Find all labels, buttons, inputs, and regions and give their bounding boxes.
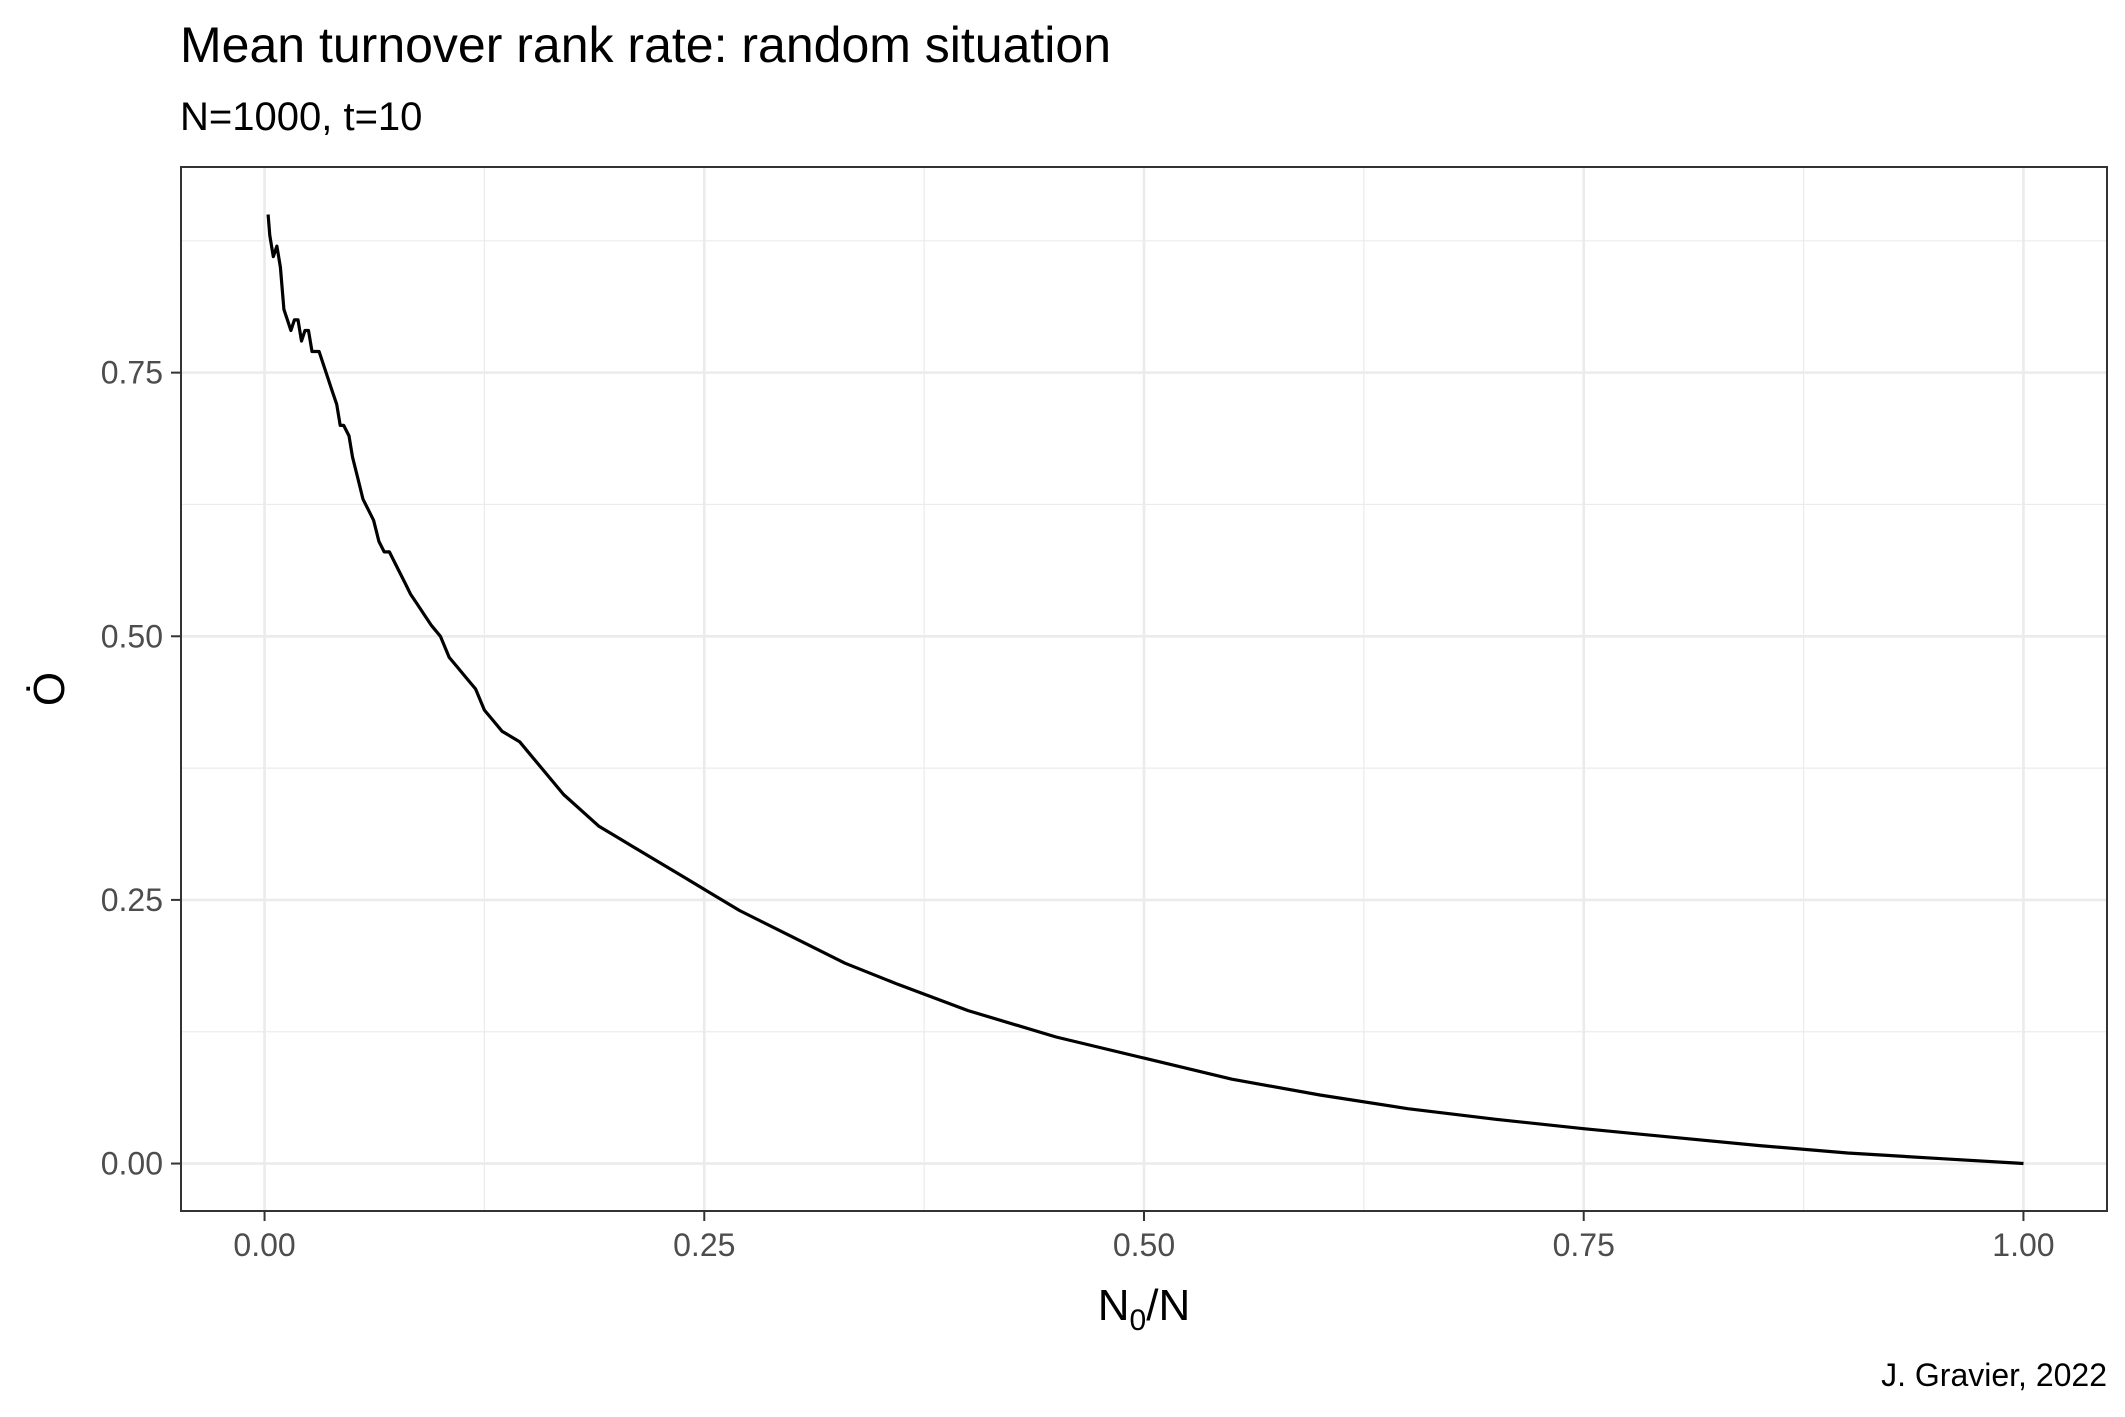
x-tick-label: 0.00 [233, 1227, 295, 1263]
x-axis-ticks: 0.00 0.25 0.50 0.75 1.00 [233, 1211, 2055, 1263]
x-tick-label: 1.00 [1992, 1227, 2054, 1263]
x-tick-label: 0.50 [1113, 1227, 1175, 1263]
x-axis-title-subscript: 0 [1130, 1304, 1147, 1337]
y-tick-label: 0.75 [101, 355, 163, 391]
x-tick-label: 0.75 [1553, 1227, 1615, 1263]
grid-major [181, 167, 2107, 1211]
plot-panel [180, 166, 2108, 1212]
y-tick-label: 0.50 [101, 618, 163, 654]
x-axis-title-base: N [1098, 1281, 1130, 1330]
x-axis-title-rest: /N [1146, 1281, 1190, 1330]
y-axis-ticks: 0.00 0.25 0.50 0.75 [101, 355, 181, 1182]
y-axis-title: Ȯ [25, 672, 74, 706]
x-axis-title: N0/N [1098, 1281, 1190, 1337]
chart-title: Mean turnover rank rate: random situatio… [180, 17, 1111, 73]
series-line [266, 214, 2024, 1166]
y-tick-label: 0.00 [101, 1146, 163, 1182]
chart-subtitle: N=1000, t=10 [180, 95, 422, 139]
chart-caption: J. Gravier, 2022 [1881, 1357, 2107, 1393]
x-tick-label: 0.25 [673, 1227, 735, 1263]
y-tick-label: 0.25 [101, 882, 163, 918]
